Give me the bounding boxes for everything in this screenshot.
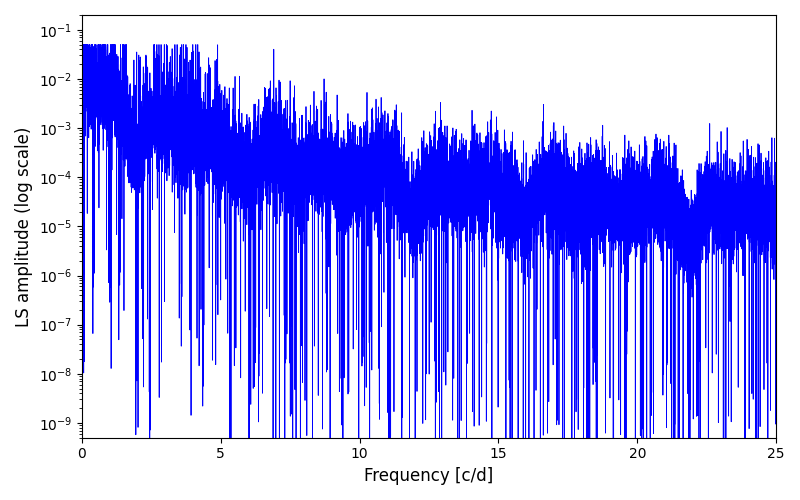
- Y-axis label: LS amplitude (log scale): LS amplitude (log scale): [15, 126, 33, 326]
- X-axis label: Frequency [c/d]: Frequency [c/d]: [364, 467, 494, 485]
